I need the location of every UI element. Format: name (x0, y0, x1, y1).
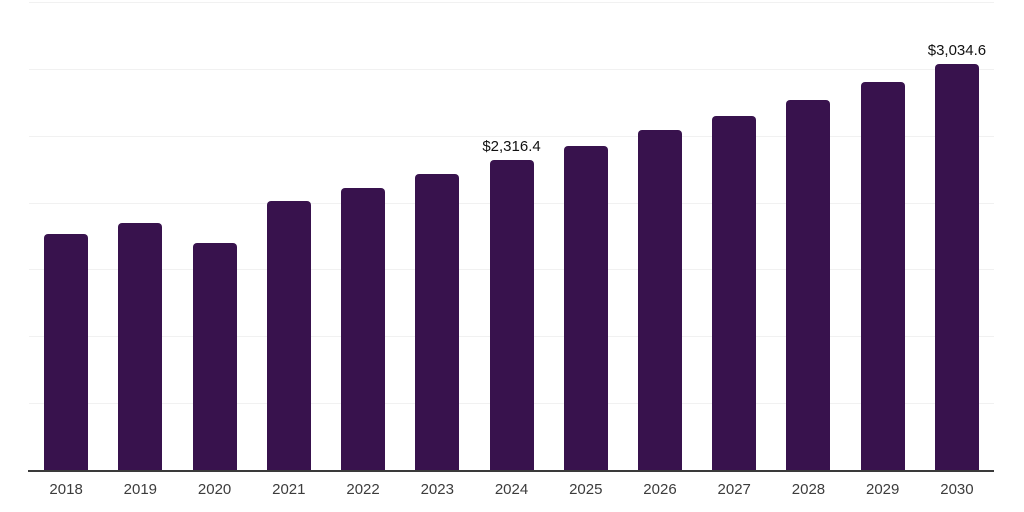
bar-2021 (266, 200, 311, 470)
x-axis-label-2023: 2023 (420, 481, 454, 498)
bar-2030 (934, 64, 979, 470)
plot-area: $2,316.4 $3,034.6 (29, 2, 994, 470)
gridline-3000 (29, 68, 994, 70)
bar-2019 (118, 223, 163, 470)
bar-slot-2024: $2,316.4 (474, 2, 548, 470)
x-axis-label-2024: 2024 (494, 481, 529, 498)
x-axis-label-2026: 2026 (643, 481, 677, 498)
gridline-3500 (29, 2, 994, 3)
x-axis-label-2030: 2030 (940, 481, 974, 498)
bar-2025 (563, 146, 608, 470)
bar-slot-2026 (623, 2, 697, 470)
x-axis-label-2020: 2020 (197, 481, 232, 498)
bar-2024 (489, 160, 534, 470)
gridline-2500 (29, 135, 994, 137)
bar-slot-2023 (400, 2, 474, 470)
bar-2023 (415, 174, 460, 470)
bar-slot-2028 (771, 2, 845, 470)
x-axis-label-2018: 2018 (49, 481, 83, 498)
bar-2018 (44, 234, 89, 470)
x-axis-line (28, 470, 994, 472)
bar-value-label-2030: $3,034.6 (927, 42, 987, 60)
bar-2022 (341, 187, 386, 470)
x-axis-label-2022: 2022 (346, 481, 380, 498)
bar-value-label-2024: $2,316.4 (482, 138, 541, 156)
x-axis-label-2019: 2019 (123, 481, 158, 498)
bar-slot-2027 (697, 2, 771, 470)
bar-2020 (192, 242, 237, 470)
bar-slot-2019 (103, 2, 177, 470)
bar-slot-2030: $3,034.6 (920, 2, 994, 470)
bar-slot-2018 (29, 2, 103, 470)
bars-row: $2,316.4 $3,034.6 (29, 2, 994, 470)
bar-2026 (637, 130, 682, 470)
bar-2028 (786, 99, 831, 470)
x-axis-label-2021: 2021 (272, 481, 306, 498)
x-axis-label-2027: 2027 (717, 481, 751, 498)
x-axis-label-2025: 2025 (569, 481, 603, 498)
x-axis-labels: 2018 2019 2020 2021 2022 2023 2024 2025 2026 2027… (29, 481, 994, 499)
x-axis-label-2028: 2028 (791, 481, 826, 498)
bar-2027 (712, 115, 757, 470)
bar-slot-2029 (846, 2, 920, 470)
bar-2029 (860, 82, 905, 470)
bar-slot-2020 (177, 2, 251, 470)
x-axis-label-2029: 2029 (866, 481, 900, 498)
bar-slot-2022 (326, 2, 400, 470)
bar-slot-2025 (549, 2, 623, 470)
bar-slot-2021 (252, 2, 326, 470)
